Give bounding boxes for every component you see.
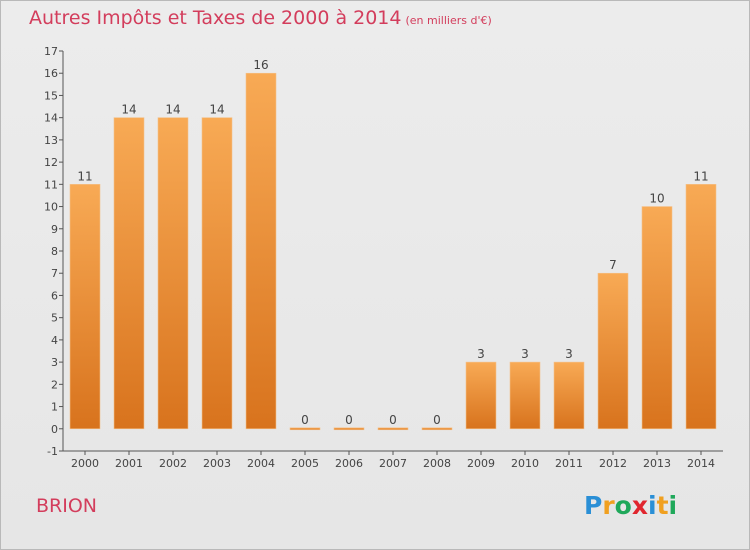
bar-value-label: 11 — [693, 169, 708, 183]
chart-unit: (en milliers d'€) — [405, 14, 492, 27]
chart-title-text: Autres Impôts et Taxes de 2000 à 2014 — [29, 7, 402, 29]
y-tick-label: 0 — [51, 423, 58, 436]
y-tick-label: 8 — [51, 245, 58, 258]
bar-value-label: 7 — [609, 258, 617, 272]
bar-value-label: 14 — [165, 103, 180, 117]
bar[interactable] — [553, 361, 585, 430]
y-tick-label: 2 — [51, 378, 58, 391]
y-tick-label: 6 — [51, 289, 58, 302]
logo-letter: i — [668, 491, 678, 520]
town-name: BRION — [36, 495, 98, 517]
x-tick-label: 2007 — [379, 457, 407, 470]
chart-title: Autres Impôts et Taxes de 2000 à 2014 (en… — [29, 7, 492, 29]
logo-letter: x — [631, 491, 648, 520]
bars — [69, 72, 717, 431]
y-tick-label: 15 — [44, 89, 58, 102]
bar[interactable] — [69, 184, 101, 430]
logo-letter: i — [648, 491, 657, 520]
y-tick-label: 9 — [51, 223, 58, 236]
bar[interactable] — [597, 272, 629, 430]
y-tick-label: 12 — [44, 156, 58, 169]
logo-letter: o — [614, 491, 632, 520]
bar[interactable] — [465, 361, 497, 430]
x-tick-label: 2003 — [203, 457, 231, 470]
bar[interactable] — [113, 117, 145, 430]
bar-value-label: 0 — [433, 413, 441, 427]
x-tick-label: 2005 — [291, 457, 319, 470]
x-axis: 2000 2001 2002 2003 2004 2005 2006 2007 2008 2009… — [63, 450, 723, 470]
bar-value-label: 14 — [121, 103, 136, 117]
bar-value-label: 10 — [649, 192, 664, 206]
y-tick-label: 13 — [44, 134, 58, 147]
x-tick-label: 2002 — [159, 457, 187, 470]
logo-letter: t — [656, 491, 669, 520]
y-tick-label: -1 — [47, 445, 58, 458]
bar-value-label: 3 — [565, 347, 573, 361]
x-tick-label: 2008 — [423, 457, 451, 470]
x-tick-label: 2001 — [115, 457, 143, 470]
logo-letter: P — [584, 491, 603, 520]
bar-value-label: 14 — [209, 103, 224, 117]
bar-value-label: 0 — [345, 413, 353, 427]
bar[interactable] — [157, 117, 189, 430]
x-tick-label: 2014 — [687, 457, 715, 470]
y-tick-label: 1 — [51, 401, 58, 414]
y-tick-label: 4 — [51, 334, 58, 347]
y-tick-label: 14 — [44, 112, 58, 125]
bar[interactable] — [377, 427, 409, 431]
y-tick-label: 7 — [51, 267, 58, 280]
x-tick-label: 2009 — [467, 457, 495, 470]
bar[interactable] — [685, 184, 717, 430]
y-tick-label: 10 — [44, 201, 58, 214]
y-tick-label: 5 — [51, 312, 58, 325]
x-tick-label: 2000 — [71, 457, 99, 470]
bar-value-label: 0 — [389, 413, 397, 427]
proxiti-logo[interactable]: Proxiti — [584, 491, 677, 520]
bar[interactable] — [641, 206, 673, 430]
data-labels: 11 14 14 14 16 0 0 0 0 3 3 3 7 10 11 — [77, 58, 708, 427]
y-tick-label: 11 — [44, 178, 58, 191]
bar-value-label: 3 — [521, 347, 529, 361]
y-tick-label: 3 — [51, 356, 58, 369]
bar[interactable] — [509, 361, 541, 430]
bar[interactable] — [245, 72, 277, 430]
bar[interactable] — [421, 427, 453, 431]
x-tick-label: 2004 — [247, 457, 275, 470]
bar[interactable] — [289, 427, 321, 431]
y-tick-label: 17 — [44, 45, 58, 58]
bar-value-label: 11 — [77, 169, 92, 183]
bar-value-label: 3 — [477, 347, 485, 361]
logo-letter: r — [602, 491, 615, 520]
x-tick-label: 2013 — [643, 457, 671, 470]
x-tick-label: 2011 — [555, 457, 583, 470]
bar-value-label: 0 — [301, 413, 309, 427]
x-tick-label: 2010 — [511, 457, 539, 470]
bar[interactable] — [333, 427, 365, 431]
x-tick-label: 2006 — [335, 457, 363, 470]
y-tick-label: 16 — [44, 67, 58, 80]
x-tick-label: 2012 — [599, 457, 627, 470]
bar[interactable] — [201, 117, 233, 430]
bar-value-label: 16 — [253, 58, 268, 72]
